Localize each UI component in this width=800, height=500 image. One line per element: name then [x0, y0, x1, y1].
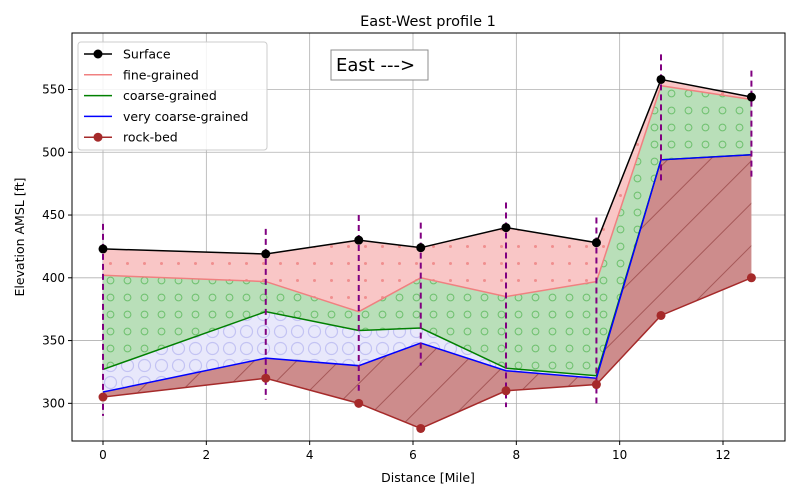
data-point-0-5	[591, 238, 601, 248]
series-line-4	[102, 277, 752, 430]
legend-box	[77, 41, 268, 151]
series-markers	[98, 74, 756, 433]
data-point-4-4	[501, 386, 511, 396]
legend-label-1: fine-grained	[123, 67, 199, 82]
data-point-0-1	[261, 249, 271, 259]
y-axis-label: Elevation AMSL [ft]	[12, 177, 27, 296]
data-point-0-6	[656, 74, 666, 84]
fill-fine-grained-layer	[103, 79, 752, 312]
annotation-text: East --->	[336, 55, 415, 76]
legend-label-2: coarse-grained	[123, 88, 217, 103]
y-tick-label: 550	[42, 82, 65, 96]
data-point-4-6	[656, 310, 666, 320]
legend-marker-0	[93, 49, 103, 59]
y-tick-label: 450	[42, 208, 65, 222]
legend-label-0: Surface	[123, 47, 171, 62]
annotation-box	[330, 49, 429, 81]
data-point-0-4	[501, 223, 511, 233]
legend-label-3: very coarse-grained	[123, 109, 248, 124]
data-point-0-2	[354, 235, 364, 245]
x-tick-label: 4	[306, 448, 314, 462]
series-line-1	[102, 84, 752, 313]
data-point-0-3	[416, 243, 426, 253]
series-line-3	[102, 154, 752, 393]
y-tick-label: 350	[42, 334, 65, 348]
legend-label-4: rock-bed	[123, 130, 178, 145]
x-tick-label: 12	[715, 448, 730, 462]
x-tick-label: 10	[612, 448, 627, 462]
series-line-0	[102, 78, 752, 255]
y-tick-label: 500	[42, 145, 65, 159]
data-point-4-2	[354, 398, 364, 408]
data-point-4-3	[416, 423, 426, 433]
x-tick-label: 0	[99, 448, 107, 462]
legend: Surface fine-grained coarse-grained very co…	[77, 41, 268, 151]
plot-frame	[71, 32, 786, 442]
legend-marker-4	[93, 132, 103, 142]
series-lines	[102, 78, 752, 430]
x-tick-label: 8	[513, 448, 521, 462]
y-tick-label: 300	[42, 396, 65, 410]
data-point-0-0	[98, 244, 108, 254]
direction-annotation: East --->	[330, 49, 429, 81]
x-tick-label: 2	[203, 448, 211, 462]
data-point-4-1	[261, 373, 271, 383]
chart-title: East-West profile 1	[360, 14, 496, 30]
y-tick-label: 400	[42, 271, 65, 285]
x-axis-label: Distance [Mile]	[381, 470, 475, 485]
x-tick-label: 6	[409, 448, 417, 462]
data-point-0-7	[746, 92, 756, 102]
data-point-4-0	[98, 392, 108, 402]
data-point-4-7	[746, 273, 756, 283]
data-point-4-5	[591, 380, 601, 390]
axis-ticks: 0 2 4 6 8 10 12 300 350 400 450 500 550	[42, 82, 731, 462]
